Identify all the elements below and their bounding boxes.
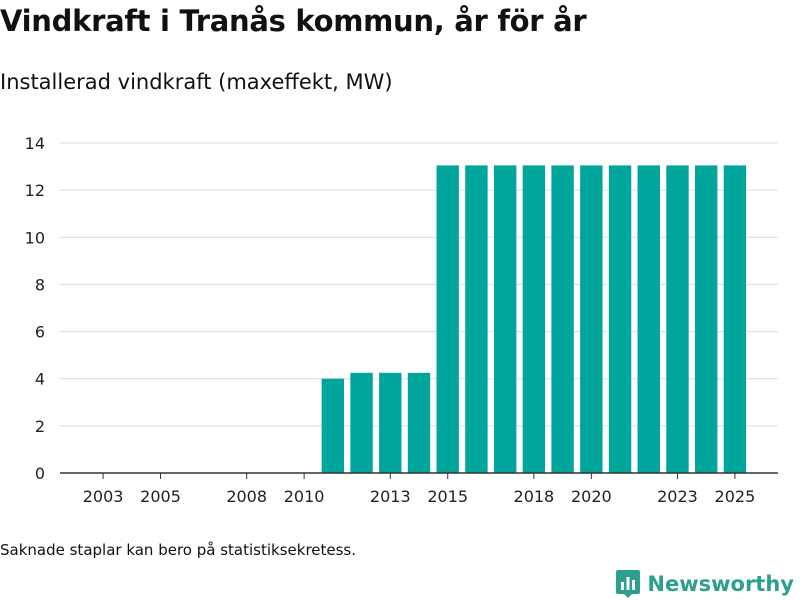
x-tick-label: 2003 <box>83 487 124 506</box>
y-tick-label: 6 <box>35 323 45 342</box>
bar-2011 <box>321 378 345 473</box>
brand: Newsworthy <box>615 569 794 599</box>
bar-2014 <box>407 372 431 473</box>
bar-2015 <box>436 165 459 473</box>
brand-name: Newsworthy <box>647 572 794 596</box>
y-tick-label: 2 <box>35 417 45 436</box>
bar-2012 <box>350 372 373 473</box>
bar-2022 <box>637 165 660 473</box>
bar-2018 <box>522 165 546 473</box>
y-tick-label: 10 <box>25 228 45 247</box>
y-tick-label: 12 <box>25 181 45 200</box>
x-tick-label: 2010 <box>284 487 325 506</box>
y-tick-label: 8 <box>35 275 45 294</box>
bar-2020 <box>580 165 603 473</box>
footnote: Saknade staplar kan bero på statistiksek… <box>0 541 357 559</box>
x-tick-label: 2008 <box>226 487 267 506</box>
bar-2016 <box>465 165 488 473</box>
chart-subtitle: Installerad vindkraft (maxeffekt, MW) <box>0 70 393 94</box>
x-tick-label: 2015 <box>427 487 468 506</box>
axes: 0 2 4 6 8 10 12 14 2003 2005 2008 2010 2013 2015 2018 2… <box>25 134 778 506</box>
x-tick-label: 2020 <box>571 487 612 506</box>
y-tick-label: 4 <box>35 370 45 389</box>
bar-2025 <box>723 165 747 473</box>
x-tick-label: 2018 <box>514 487 555 506</box>
y-tick-label: 14 <box>25 134 45 153</box>
bar-2023 <box>666 165 689 473</box>
bar-2019 <box>551 165 574 473</box>
bar-2021 <box>608 165 632 473</box>
bar-2017 <box>493 165 517 473</box>
bar-2013 <box>379 372 402 473</box>
x-tick-label: 2013 <box>370 487 411 506</box>
x-tick-label: 2005 <box>140 487 181 506</box>
x-tick-label: 2023 <box>657 487 698 506</box>
y-tick-label: 0 <box>35 464 45 483</box>
newsworthy-logo-icon <box>616 570 641 598</box>
bar-2024 <box>694 165 718 473</box>
x-tick-label: 2025 <box>715 487 756 506</box>
bars <box>321 165 747 473</box>
chart-title: Vindkraft i Tranås kommun, år för år <box>0 4 587 38</box>
